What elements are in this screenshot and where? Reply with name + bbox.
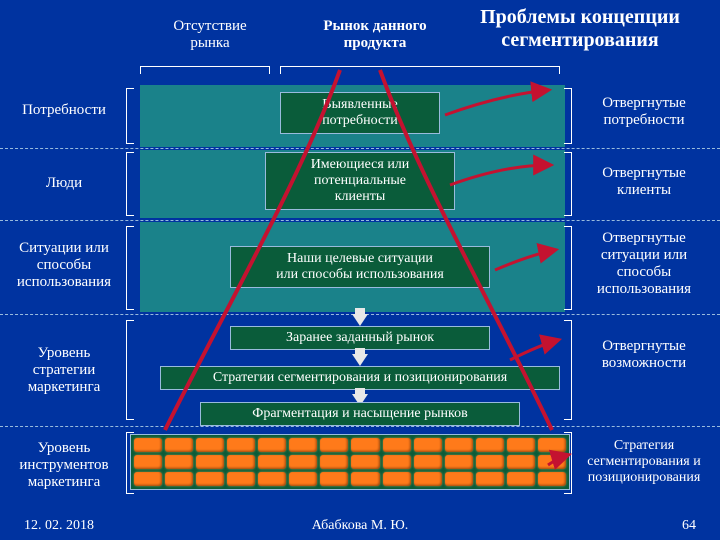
grid-cell xyxy=(445,455,473,469)
row-strategy-left: Уровень стратегии маркетинга xyxy=(4,345,124,396)
row-situations-left: Ситуации или способы использования xyxy=(4,240,124,291)
row-strategy-c1: Заранее заданный рынок xyxy=(230,326,490,350)
grid-cell xyxy=(538,438,566,452)
bracket-strat-l xyxy=(126,320,134,420)
grid-cell xyxy=(351,472,379,486)
bracket-strat-r xyxy=(564,320,572,420)
grid-cell xyxy=(476,472,504,486)
row-tools-right: Стратегия сегментирования и позициониров… xyxy=(574,438,714,486)
grid-cell xyxy=(289,438,317,452)
grid-cell xyxy=(476,455,504,469)
grid-cell xyxy=(383,438,411,452)
bracket-people-r xyxy=(564,152,572,216)
row-strategy-right: Отвергнутые возможности xyxy=(574,338,714,372)
grid-cell xyxy=(227,472,255,486)
dash-4 xyxy=(0,426,720,427)
grid-cell xyxy=(351,438,379,452)
grid-cell xyxy=(414,472,442,486)
slide-title: Проблемы концепции сегментирования xyxy=(460,6,700,52)
grid-cell xyxy=(258,472,286,486)
grid-cell xyxy=(445,438,473,452)
grid-cell xyxy=(227,438,255,452)
row-situations-center: Наши целевые ситуации или способы исполь… xyxy=(230,246,490,288)
footer-date: 12. 02. 2018 xyxy=(24,518,94,534)
grid-cell xyxy=(320,438,348,452)
footer-page: 64 xyxy=(682,518,696,534)
grid-cell xyxy=(507,472,535,486)
grid-cell xyxy=(507,455,535,469)
grid-cell xyxy=(383,455,411,469)
bracket-market xyxy=(280,66,560,74)
grid-cell xyxy=(165,455,193,469)
grid-cell xyxy=(196,438,224,452)
bracket-needs-l xyxy=(126,88,134,144)
grid-cell xyxy=(538,455,566,469)
row-needs-right: Отвергнутые потребности xyxy=(574,95,714,129)
row-situations-right: Отвергнутые ситуации или способы использ… xyxy=(574,230,714,298)
bracket-needs-r xyxy=(564,88,572,144)
grid-cell xyxy=(476,438,504,452)
bracket-absence xyxy=(140,66,270,74)
grid-cell xyxy=(196,455,224,469)
grid-cell xyxy=(165,472,193,486)
grid-cell xyxy=(320,455,348,469)
grid-cell xyxy=(414,438,442,452)
grid-cell xyxy=(134,455,162,469)
bracket-tools-r xyxy=(564,432,572,494)
grid-cell xyxy=(289,455,317,469)
grid-cell xyxy=(414,455,442,469)
top-label-market: Рынок данного продукта xyxy=(300,18,450,52)
grid-cell xyxy=(351,455,379,469)
dash-2 xyxy=(0,220,720,221)
row-tools-left: Уровень инструментов маркетинга xyxy=(4,440,124,491)
dash-1 xyxy=(0,148,720,149)
grid-cell xyxy=(445,472,473,486)
bracket-sit-l xyxy=(126,226,134,310)
tools-grid xyxy=(130,434,570,490)
down-arrow-1 xyxy=(352,314,368,326)
grid-cell xyxy=(383,472,411,486)
row-needs-left: Потребности xyxy=(4,102,124,119)
row-strategy-c2: Стратегии сегментирования и позициониров… xyxy=(160,366,560,390)
grid-cell xyxy=(320,472,348,486)
down-arrow-2 xyxy=(352,354,368,366)
row-people-center: Имеющиеся или потенциальные клиенты xyxy=(265,152,455,210)
bracket-sit-r xyxy=(564,226,572,310)
grid-cell xyxy=(507,438,535,452)
grid-cell xyxy=(165,438,193,452)
grid-cell xyxy=(258,438,286,452)
top-label-absence: Отсутствие рынка xyxy=(150,18,270,52)
grid-cell xyxy=(196,472,224,486)
grid-cell xyxy=(289,472,317,486)
grid-cell xyxy=(134,472,162,486)
grid-cell xyxy=(227,455,255,469)
row-people-left: Люди xyxy=(4,175,124,192)
grid-cell xyxy=(258,455,286,469)
row-needs-center: Выявленные потребности xyxy=(280,92,440,134)
bracket-people-l xyxy=(126,152,134,216)
grid-cell xyxy=(134,438,162,452)
footer-author: Абабкова М. Ю. xyxy=(312,518,408,534)
grid-cell xyxy=(538,472,566,486)
row-people-right: Отвергнутые клиенты xyxy=(574,165,714,199)
row-strategy-c3: Фрагментация и насыщение рынков xyxy=(200,402,520,426)
